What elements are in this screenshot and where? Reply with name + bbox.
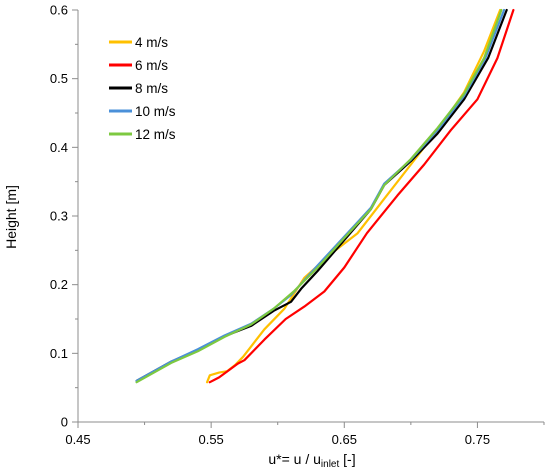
- legend-label-4: 10 m/s: [135, 104, 176, 119]
- x-tick-label: 0.75: [465, 432, 490, 447]
- x-axis-label-subscript: inlet: [321, 459, 340, 470]
- series-line-2: [208, 8, 515, 384]
- x-axis-label-unit: [-]: [339, 451, 355, 467]
- legend-label-2: 6 m/s: [135, 58, 168, 73]
- y-tick-label: 0.2: [50, 277, 68, 292]
- y-tick-label: 0.4: [50, 140, 68, 155]
- x-axis-label-main: u*= u / u: [268, 451, 321, 467]
- legend-label-1: 4 m/s: [135, 35, 168, 50]
- y-axis-label: Height [m]: [3, 185, 19, 249]
- y-tick-label: 0.3: [50, 209, 68, 224]
- x-tick-label: 0.55: [198, 432, 223, 447]
- series-line-3: [135, 8, 508, 382]
- axes: 0 0.1 0.2 0.3 0.4 0.5 0.6 0.45 0.55 0.65 0.75: [50, 3, 545, 447]
- legend-label-5: 12 m/s: [135, 127, 176, 142]
- series-layer: [135, 8, 515, 384]
- legend-label-3: 8 m/s: [135, 81, 168, 96]
- series-line-5: [135, 8, 503, 384]
- x-axis-label: u*= u / uinlet [-]: [268, 451, 355, 470]
- series-line-4: [135, 8, 506, 382]
- y-tick-label: 0.5: [50, 71, 68, 86]
- x-tick-label: 0.65: [332, 432, 357, 447]
- x-tick-label: 0.45: [65, 432, 90, 447]
- y-tick-label: 0: [61, 415, 68, 430]
- y-tick-label: 0.6: [50, 3, 68, 18]
- legend: 4 m/s 6 m/s 8 m/s 10 m/s 12 m/s: [109, 35, 176, 142]
- y-tick-label: 0.1: [50, 346, 68, 361]
